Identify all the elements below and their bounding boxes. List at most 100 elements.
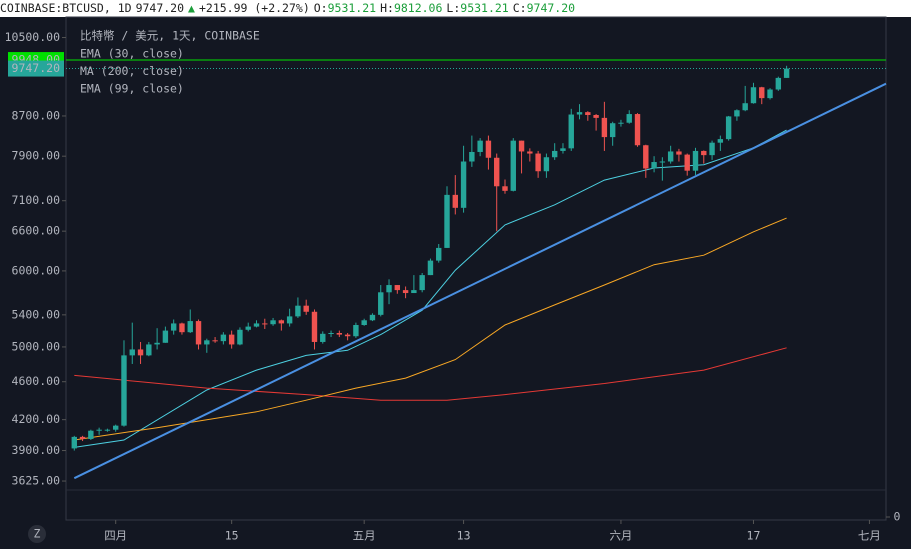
candle-body [750,87,757,104]
candle-body [651,162,657,169]
candle-body [286,316,293,324]
ohlc-key: H: [380,1,394,15]
candle-body [510,140,516,191]
trend-line [73,82,887,480]
candle-body [328,332,334,334]
candle-body [502,186,508,191]
candle-body [137,349,144,356]
plot-border [65,16,887,521]
candle-body [386,285,392,293]
candle-body [361,320,367,326]
ohlc-key: O: [313,1,328,15]
candle-body [601,117,608,138]
candle-body [353,325,359,337]
candle-body [485,140,492,158]
header: COINBASE:BTCUSD, 1D 9747.20 ▲ +215.99 (+2.2… [0,0,911,17]
candle-body [237,329,243,345]
x-tick-label: 七月 [858,529,881,543]
ma-line [74,217,787,441]
y-tick-label: 6600.00 [12,224,61,238]
candle-body [725,116,732,140]
candle-body [667,151,674,162]
candle-body [295,305,301,317]
legend-entry: MA (200, close) [80,64,184,78]
ohlc-value: 9812.06 [393,1,443,15]
candle-body [320,333,326,342]
y-tick-label: 7900.00 [12,149,61,163]
change: +215.99 (+2.27%) [198,1,310,15]
y-tick-label: 8700.00 [12,108,61,122]
ohlc-value: 9747.20 [526,1,576,15]
candle-body [684,154,690,171]
ma-line [74,129,787,448]
candle-body [494,157,500,187]
candle-body [378,292,384,315]
y-tick-label: 6000.00 [12,263,61,277]
candle-body [195,321,202,345]
price-label-bg [8,60,64,77]
y-tick-label: 3900.00 [12,443,61,457]
candle-body [146,344,152,356]
candle-body [204,340,210,345]
candle-body [419,275,425,291]
candle-body [245,326,251,330]
candle-body [551,150,558,158]
candle-body [121,355,127,426]
candle-body [518,140,525,152]
candle-body [303,305,309,312]
candle-body [187,321,193,333]
ohlc-key: C: [512,1,527,15]
candle-body [543,157,550,172]
candle-body [452,194,458,208]
candle-body [783,68,790,78]
x-tick-label: 15 [225,529,239,543]
y-tick-label: 7100.00 [12,193,61,207]
candle-body [560,148,566,151]
candle-body [262,323,268,325]
volume-tick-label: 0 [894,510,901,524]
candle-body [460,161,467,208]
candle-body [477,140,483,152]
y-tick-label: 5400.00 [12,307,61,321]
y-tick-label: 3625.00 [12,474,61,488]
candle-body [79,436,86,439]
candle-body [444,194,450,248]
candle-body [71,436,77,449]
x-tick-label: 四月 [104,529,127,543]
candle-body [129,349,135,356]
candle-body [527,151,533,154]
symbol: COINBASE:BTCUSD, 1D [0,1,132,15]
chart-title: 比特幣 / 美元, 1天, COINBASE [80,29,260,43]
candle-body [104,429,111,431]
candle-body [88,430,94,439]
candle-body [162,330,169,343]
candle-body [634,114,641,146]
ma-line [74,347,787,401]
candle-body [626,114,632,123]
candle-body [427,260,434,276]
price-label: 9747.20 [12,61,61,75]
zoom-button[interactable] [28,525,46,543]
candle-body [742,103,748,111]
x-tick-label: 六月 [609,529,632,543]
candle-body [775,77,782,90]
candle-body [402,290,409,294]
candle-body [717,139,724,143]
candle-body [593,114,599,118]
candle-body [112,425,119,430]
candle-body [344,334,351,337]
candle-body [618,122,624,124]
candle-body [270,320,276,325]
candle-body [96,429,102,431]
ohlc-value: 9531.21 [327,1,377,15]
candle-body [469,151,475,162]
candle-body [692,150,699,171]
arrow: ▲ [188,1,195,15]
y-tick-label: 4600.00 [12,374,61,388]
candle-body [436,247,442,261]
x-tick-label: 13 [457,529,471,543]
candle-body [411,290,417,294]
candle-body [179,323,185,333]
